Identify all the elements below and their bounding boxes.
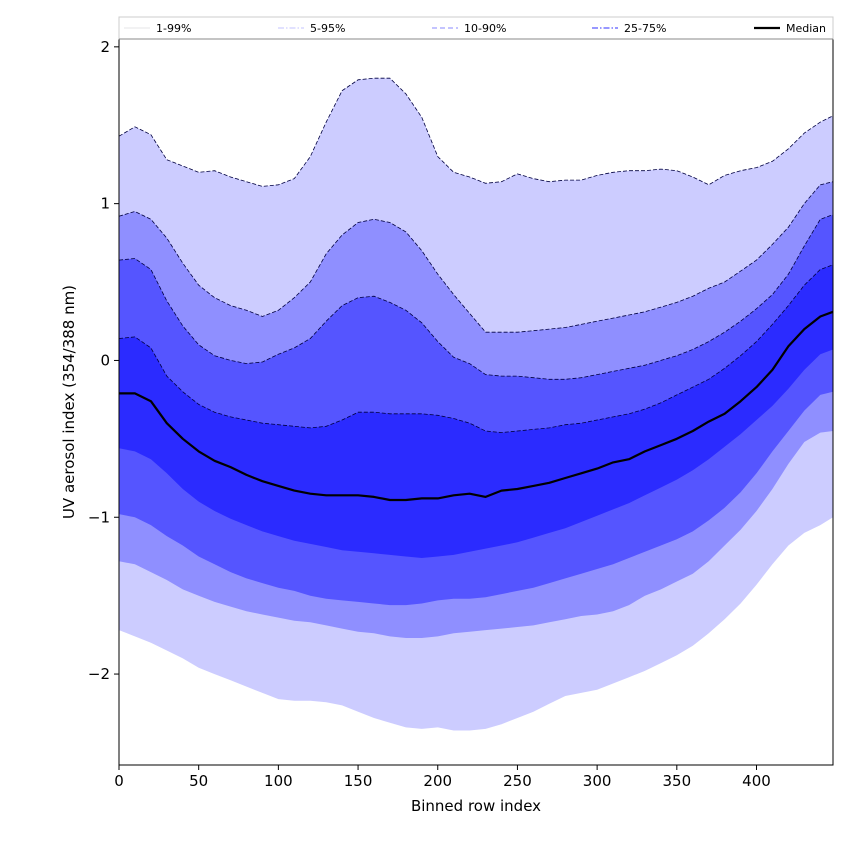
x-tick-label: 50 (189, 772, 208, 790)
x-tick-label: 200 (423, 772, 452, 790)
legend-label-25-75: 25-75% (624, 22, 666, 35)
band-upper-edge-5-95 (118, 181, 834, 333)
y-tick-label: 2 (100, 38, 110, 56)
legend: 1-99% 5-95% 10-90% 25-75% Median (118, 16, 834, 40)
y-tick-label: −2 (88, 665, 110, 683)
x-tick-label: 300 (583, 772, 612, 790)
y-tick-label: 1 (100, 195, 110, 213)
x-tick-label: 350 (662, 772, 691, 790)
x-tick-label: 400 (742, 772, 771, 790)
series-median-line (119, 310, 834, 502)
x-tick-label: 150 (344, 772, 373, 790)
legend-label-10-90: 10-90% (464, 22, 506, 35)
band-areas (119, 78, 833, 731)
band-25-75 (119, 264, 833, 558)
y-tick-label: 0 (100, 351, 110, 369)
x-axis-ticks: 0 50 100 150 200 250 300 350 400 (114, 765, 771, 790)
band-upper-edge-10-90 (118, 214, 834, 380)
x-tick-label: 100 (264, 772, 293, 790)
median-line-layer (119, 310, 834, 502)
x-tick-label: 250 (503, 772, 532, 790)
band-upper-edge-1-99 (118, 77, 834, 187)
x-axis-label: Binned row index (411, 797, 541, 815)
legend-label-median: Median (786, 22, 826, 35)
legend-label-5-95: 5-95% (310, 22, 345, 35)
band-edge-lines (118, 77, 834, 434)
y-axis-label: UV aerosol index (354/388 nm) (60, 285, 78, 519)
legend-label-1-99: 1-99% (156, 22, 191, 35)
y-axis-ticks: 2 1 0 −1 −2 (88, 38, 119, 683)
x-tick-label: 0 (114, 772, 124, 790)
y-tick-label: −1 (88, 508, 110, 526)
band-upper-edge-25-75 (118, 264, 834, 434)
